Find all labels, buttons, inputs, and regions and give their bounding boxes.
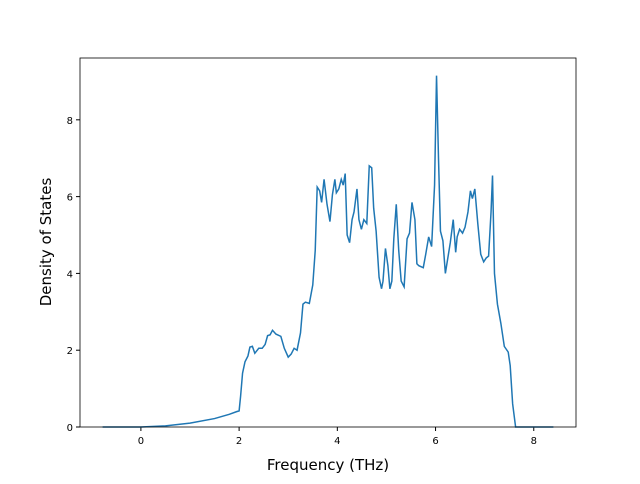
plot-frame bbox=[79, 57, 577, 428]
y-tick-label: 4 bbox=[67, 269, 73, 280]
x-tick-label: 4 bbox=[334, 436, 340, 447]
y-tick-label: 0 bbox=[67, 423, 73, 434]
y-axis-label: Density of States bbox=[37, 178, 55, 307]
data-line bbox=[102, 75, 554, 428]
x-tick-label: 0 bbox=[138, 436, 144, 447]
x-axis-label: Frequency (THz) bbox=[267, 456, 389, 474]
y-tick-label: 8 bbox=[67, 116, 73, 127]
x-tick-label: 8 bbox=[531, 436, 537, 447]
y-tick-label: 2 bbox=[67, 346, 73, 357]
x-tick-label: 2 bbox=[236, 436, 242, 447]
x-tick-label: 6 bbox=[432, 436, 438, 447]
y-tick-label: 6 bbox=[67, 193, 73, 204]
